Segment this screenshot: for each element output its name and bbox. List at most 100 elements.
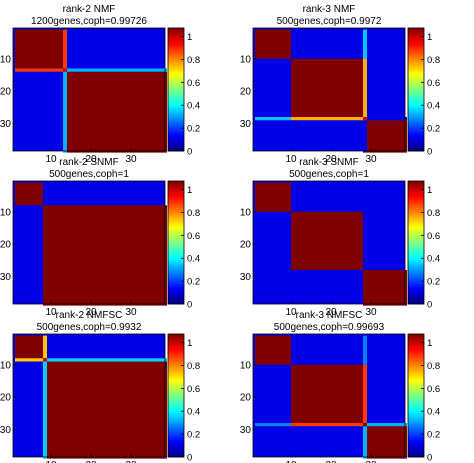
colorbar-step — [168, 52, 184, 56]
colorbar-step — [168, 335, 184, 339]
colorbar-step — [408, 95, 424, 98]
colorbar-step — [408, 345, 424, 348]
sample-self-cell — [363, 423, 367, 427]
colorbar-step — [168, 242, 184, 245]
colorbar-step — [408, 357, 424, 360]
colorbar-step — [168, 102, 184, 106]
colorbar-step — [408, 257, 424, 261]
cluster-block — [291, 364, 363, 424]
colorbar-step — [168, 198, 184, 201]
colorbar-step — [408, 217, 424, 220]
colorbar-step — [168, 219, 184, 222]
colorbar-step — [408, 87, 424, 90]
colorbar-step — [168, 447, 184, 450]
colorbar-step — [408, 102, 424, 106]
colorbar-step — [168, 286, 184, 290]
y-tick-label: 20 — [240, 240, 252, 251]
sample-row-segment — [367, 423, 407, 427]
colorbar-step — [408, 430, 424, 433]
colorbar-step — [168, 39, 184, 42]
cluster-block — [67, 71, 167, 153]
colorbar-step — [408, 397, 424, 400]
colorbar-step — [168, 441, 184, 444]
colorbar-step — [408, 91, 424, 94]
colorbar-step — [168, 254, 184, 257]
colorbar-step — [408, 230, 424, 234]
colorbar-step — [168, 225, 184, 228]
y-tick-label: 30 — [0, 425, 11, 436]
colorbar-step — [168, 139, 184, 142]
cluster-block — [291, 58, 363, 118]
colorbar-frame — [407, 180, 425, 305]
colorbar-step — [168, 412, 184, 416]
colorbar-step — [168, 200, 184, 203]
x-tick-label: 30 — [125, 154, 137, 165]
x-tick-label: 20 — [325, 307, 337, 318]
colorbar-step — [408, 286, 424, 290]
colorbar-step — [408, 126, 424, 129]
colorbar-step — [408, 275, 424, 278]
colorbar-step — [168, 399, 184, 402]
colorbar-step — [408, 432, 424, 435]
colorbar-step — [408, 368, 424, 371]
colorbar-step — [168, 362, 184, 366]
x-tick-label: 10 — [45, 154, 57, 165]
colorbar-step — [168, 45, 184, 48]
colorbar-step — [168, 51, 184, 54]
colorbar-step — [168, 141, 184, 144]
x-tick-label: 20 — [325, 460, 337, 463]
colorbar-step — [408, 29, 424, 33]
sample-self-cell — [43, 358, 47, 362]
colorbar-step — [168, 104, 184, 108]
colorbar-step — [168, 418, 184, 421]
colorbar-tick-label: 0.4 — [427, 254, 440, 265]
colorbar-step — [408, 435, 424, 439]
colorbar-step — [408, 407, 424, 410]
colorbar-step — [168, 290, 184, 293]
colorbar-step — [408, 81, 424, 85]
colorbar-step — [408, 99, 424, 102]
colorbar-step — [408, 124, 424, 127]
colorbar-step — [408, 215, 424, 218]
y-tick-label: 10 — [240, 207, 252, 218]
colorbar-step — [168, 114, 184, 117]
colorbar-step — [408, 254, 424, 257]
colorbar-step — [408, 445, 424, 448]
colorbar-step — [408, 89, 424, 92]
colorbar-step — [408, 77, 424, 81]
colorbar-step — [408, 385, 424, 389]
colorbar-step — [408, 294, 424, 297]
colorbar-step — [408, 236, 424, 240]
colorbar-step — [408, 209, 424, 213]
colorbar-step — [408, 43, 424, 46]
colorbar-step — [408, 51, 424, 54]
colorbar-frame — [167, 333, 185, 458]
colorbar-step — [408, 378, 424, 381]
colorbar-step — [168, 186, 184, 190]
colorbar-step — [168, 181, 184, 184]
colorbar-step — [408, 58, 424, 62]
chart-subtitle: 500genes,coph=0.9972 — [277, 16, 382, 27]
colorbar-step — [408, 232, 424, 236]
colorbar-step — [168, 437, 184, 441]
colorbar-tick-label: 0.4 — [427, 407, 440, 418]
colorbar-step — [408, 186, 424, 190]
colorbar-step — [168, 56, 184, 60]
colorbar-step — [168, 261, 184, 265]
colorbar-step — [168, 433, 184, 437]
colorbar-step — [408, 122, 424, 125]
colorbar-step — [408, 355, 424, 358]
colorbar-step — [168, 129, 184, 133]
colorbar-step — [168, 292, 184, 295]
colorbar-step — [168, 120, 184, 123]
colorbar-step — [408, 182, 424, 186]
colorbar-step — [168, 345, 184, 348]
colorbar-step — [408, 255, 424, 259]
colorbar-step — [168, 101, 184, 104]
colorbar-step — [408, 273, 424, 276]
colorbar-step — [408, 414, 424, 418]
colorbar-step — [168, 395, 184, 398]
colorbar-step — [168, 112, 184, 115]
colorbar-step — [408, 298, 424, 301]
